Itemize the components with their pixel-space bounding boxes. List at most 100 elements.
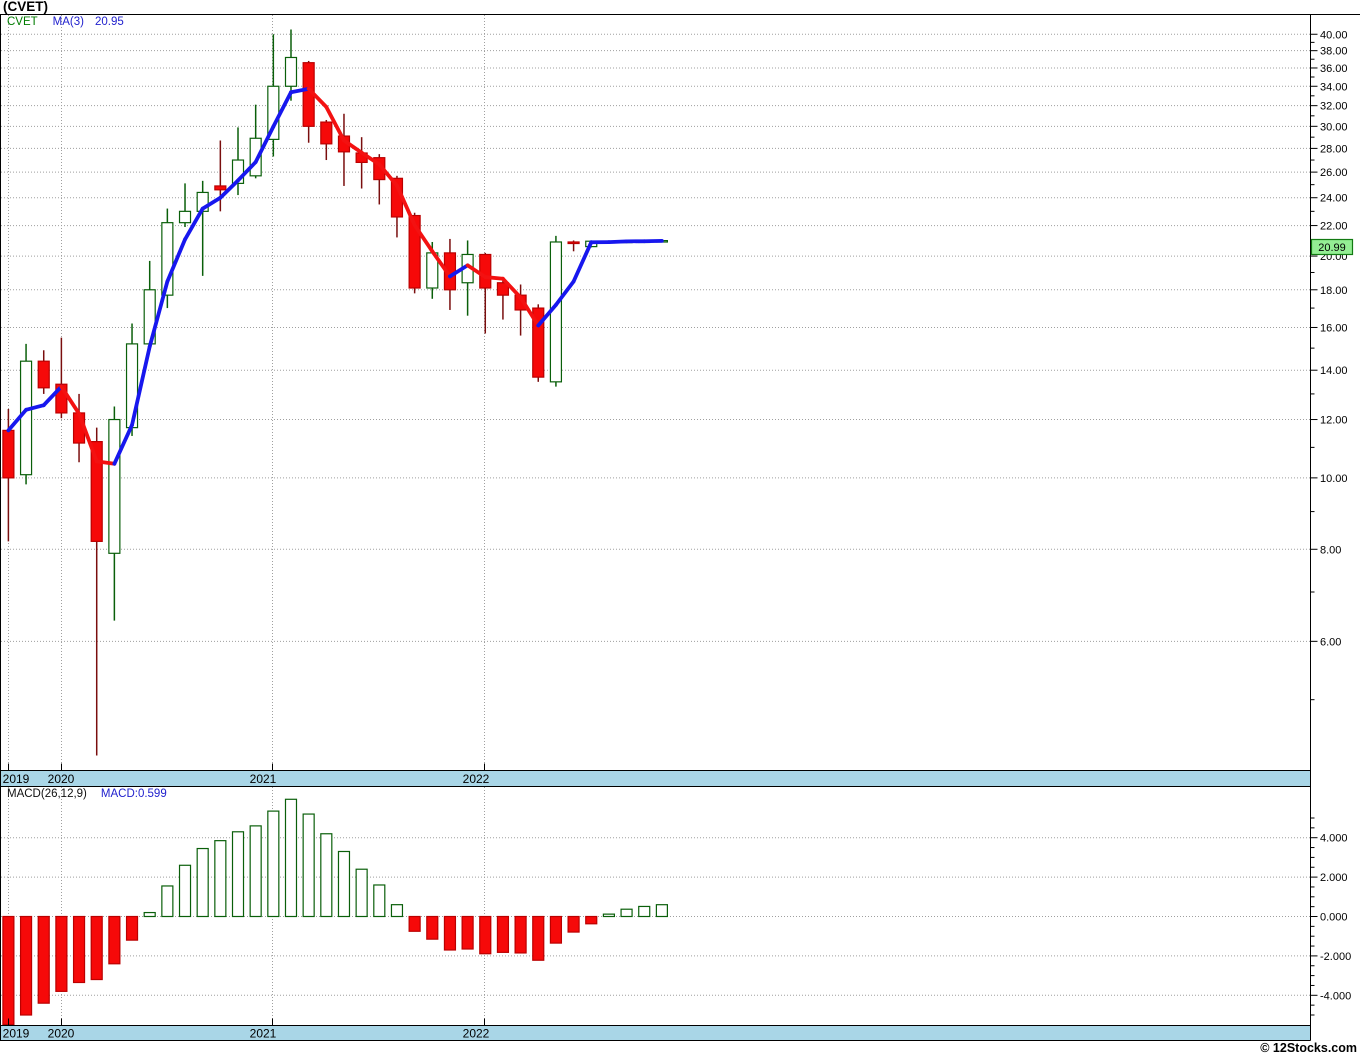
ma-segment [218, 178, 240, 200]
macd-bar-positive [337, 850, 351, 918]
macd-tick-label: 2.000 [1320, 872, 1348, 884]
candle-body [19, 360, 33, 476]
ma-segment [236, 160, 258, 183]
macd-bar-positive [320, 833, 333, 918]
macd-bar-negative [72, 915, 86, 984]
macd-bars [2, 798, 668, 1026]
price-tick-label: 14.00 [1320, 365, 1348, 377]
macd-bar-negative [426, 915, 439, 940]
candle-body [37, 360, 50, 389]
year-label: 2020 [48, 772, 75, 786]
candlestick-layer [2, 29, 668, 756]
ma-segment [183, 206, 205, 242]
ma-segment [24, 403, 46, 412]
candle-body [231, 159, 245, 184]
year-label: 2019 [3, 772, 30, 786]
ma-segment [395, 183, 417, 228]
price-tick-label: 8.00 [1320, 544, 1341, 556]
macd-bar-positive [638, 905, 651, 918]
macd-bar-positive [214, 840, 227, 918]
ma-segment [289, 86, 311, 95]
macd-bar-negative [108, 915, 121, 965]
ma-segment [112, 423, 134, 466]
macd-bar-negative [514, 915, 527, 954]
macd-bar-negative [461, 915, 474, 950]
ma-segment [147, 279, 170, 349]
macd-bar-negative [90, 915, 103, 981]
macd-bar-negative [549, 915, 563, 944]
ma-segment [271, 90, 293, 129]
price-gridlines [1, 15, 1310, 770]
price-tick-label: 38.00 [1320, 46, 1348, 58]
macd-bar-positive [390, 904, 404, 918]
macd-bar-negative [125, 915, 139, 941]
ma-segment [501, 276, 523, 300]
price-tick-label: 10.00 [1320, 473, 1348, 485]
price-tick-label: 22.00 [1320, 221, 1348, 233]
price-tick-label: 28.00 [1320, 143, 1348, 155]
macd-bar-positive [196, 847, 209, 918]
macd-tick-label: -2.000 [1320, 951, 1351, 963]
price-tick-label: 12.00 [1320, 415, 1348, 427]
macd-legend-value: MACD:0.599 [100, 788, 167, 800]
candle-body [249, 137, 262, 177]
copyright: © 12Stocks.com [1260, 1041, 1357, 1055]
macd-bar-positive [161, 885, 174, 918]
price-tag-value: 20.99 [1318, 242, 1346, 254]
ma-segment [518, 295, 541, 328]
ma-segment [571, 240, 594, 284]
ma-segment [41, 384, 64, 408]
macd-axis: 4.000 2.000 0.000 -2.000 -4.000 [1310, 817, 1351, 1016]
ma-segment [430, 249, 452, 279]
legend-ma-label: MA(3) [52, 16, 84, 28]
macd-bar-positive [302, 813, 315, 918]
ma-segment [377, 162, 399, 188]
ma-segment [253, 124, 276, 164]
ma-segment [94, 459, 117, 466]
candle-body [108, 418, 121, 554]
year-label: 2020 [48, 1027, 75, 1041]
macd-bar-positive [284, 798, 298, 918]
price-tick-label: 24.00 [1320, 193, 1348, 205]
candle-body [567, 241, 580, 245]
candle-body [161, 222, 174, 296]
macd-tick-label: 0.000 [1320, 912, 1348, 924]
ma-segment [536, 302, 558, 328]
candle-body [284, 56, 298, 87]
macd-bar-positive [620, 908, 633, 918]
macd-bar-negative [37, 915, 50, 1004]
ma-segment [324, 105, 346, 143]
macd-bar-positive [231, 831, 245, 918]
chart-frame [0, 14, 1360, 1041]
ma-segment [6, 407, 28, 433]
macd-bar-negative [532, 915, 545, 961]
ma-segment [130, 344, 152, 427]
price-legend: CVET MA(3) 20.95 [7, 16, 135, 29]
macd-bar-positive [373, 884, 386, 918]
price-tick-label: 32.00 [1320, 101, 1348, 113]
ma-segment [200, 195, 223, 211]
candle-body [408, 214, 421, 289]
price-tick-label: 26.00 [1320, 167, 1348, 179]
price-tick-label: 34.00 [1320, 81, 1348, 93]
price-tick-label: 36.00 [1320, 63, 1348, 75]
macd-bar-positive [143, 911, 156, 918]
price-tag-box [1310, 238, 1354, 256]
year-label: 2022 [463, 1027, 490, 1041]
year-label: 2021 [250, 1027, 277, 1041]
macd-bar-negative [567, 915, 580, 933]
ma-segment [77, 411, 99, 464]
macd-bar-negative [479, 915, 492, 955]
price-xaxis-band [0, 771, 1310, 786]
macd-bar-positive [602, 913, 616, 918]
ma-segment [359, 150, 382, 167]
last-price-tag: 20.99 [1310, 238, 1354, 256]
ma-segment [448, 263, 470, 279]
ma-segment [412, 223, 435, 254]
macd-bar-positive [655, 904, 668, 918]
candle-body [90, 441, 103, 542]
chart-title: (CVET) [3, 0, 48, 14]
macd-bar-negative [585, 915, 598, 925]
price-tick-label: 18.00 [1320, 285, 1348, 297]
